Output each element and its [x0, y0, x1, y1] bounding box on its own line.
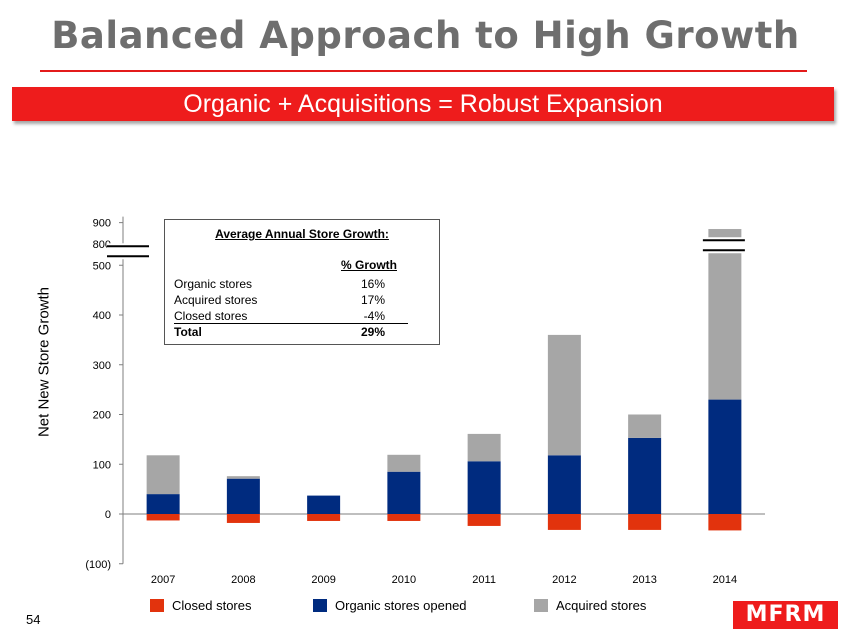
bar-closed-stores — [628, 514, 662, 530]
legend-label: Organic stores opened — [335, 598, 467, 613]
y-tick-label: 100 — [93, 459, 111, 471]
bar-acquired-stores — [708, 229, 742, 400]
x-tick-label: 2012 — [552, 574, 576, 586]
bar-closed-stores — [226, 514, 260, 523]
title-underline — [40, 70, 807, 72]
y-tick-label: 0 — [105, 509, 111, 521]
y-tick-label: 300 — [93, 360, 111, 372]
bar-organic-stores-opened — [467, 461, 501, 514]
x-tick-label: 2008 — [231, 574, 255, 586]
bar-organic-stores-opened — [547, 455, 581, 514]
x-tick-label: 2013 — [632, 574, 656, 586]
bar-acquired-stores — [628, 414, 662, 438]
legend-swatch — [534, 599, 548, 612]
legend-swatch — [313, 599, 327, 612]
info-row-total: Total 29% — [174, 325, 429, 341]
info-row-label: Total — [174, 325, 202, 339]
y-tick-label: 200 — [93, 410, 111, 422]
legend-swatch — [150, 599, 164, 612]
y-tick-label: 900 — [93, 218, 111, 230]
bar-organic-stores-opened — [628, 437, 662, 514]
bar-organic-stores-opened — [146, 494, 180, 514]
bar-organic-stores-opened — [307, 495, 341, 514]
info-row-acquired: Acquired stores 17% — [174, 293, 429, 309]
bar-acquired-stores — [387, 454, 421, 472]
legend-label: Acquired stores — [556, 598, 647, 613]
average-growth-box: Average Annual Store Growth: % Growth Or… — [164, 219, 440, 345]
y-tick-label: 800 — [93, 239, 111, 251]
bar-acquired-stores — [547, 334, 581, 456]
info-box-heading: Average Annual Store Growth: — [215, 227, 389, 241]
bar-organic-stores-opened — [226, 478, 260, 514]
bar-acquired-stores — [226, 476, 260, 479]
info-row-value: 29% — [360, 325, 385, 339]
bar-closed-stores — [547, 514, 581, 530]
bar-closed-stores — [708, 514, 742, 531]
bar-organic-stores-opened — [387, 471, 421, 514]
info-row-closed: Closed stores -4% — [174, 309, 408, 324]
info-row-label: Organic stores — [174, 277, 253, 291]
y-tick-label: 500 — [93, 260, 111, 272]
info-row-label: Acquired stores — [174, 293, 258, 307]
bar-closed-stores — [387, 514, 421, 521]
subtitle-banner: Organic + Acquisitions = Robust Expansio… — [12, 87, 834, 121]
bar-closed-stores — [467, 514, 501, 526]
info-row-value: -4% — [363, 309, 385, 323]
x-tick-label: 2007 — [151, 574, 175, 586]
y-tick-label: 400 — [93, 310, 111, 322]
banner-text: Organic + Acquisitions = Robust Expansio… — [183, 90, 663, 118]
x-tick-label: 2014 — [713, 574, 737, 586]
legend-label: Closed stores — [172, 598, 252, 613]
bar-organic-stores-opened — [708, 399, 742, 514]
info-row-value: 16% — [360, 277, 385, 291]
info-row-value: 17% — [360, 293, 385, 307]
page-number: 54 — [26, 612, 41, 627]
info-row-label: Closed stores — [174, 309, 248, 323]
x-tick-label: 2011 — [472, 574, 496, 586]
mfrm-logo: MFRM — [733, 601, 838, 629]
bar-closed-stores — [307, 514, 341, 521]
bar-acquired-stores — [146, 455, 180, 495]
bar-closed-stores — [146, 514, 180, 521]
x-tick-label: 2010 — [392, 574, 416, 586]
x-tick-label: 2009 — [311, 574, 335, 586]
y-tick-label: (100) — [85, 559, 111, 571]
info-row-organic: Organic stores 16% — [174, 277, 429, 293]
bar-acquired-stores — [467, 433, 501, 462]
info-box-column-header: % Growth — [341, 258, 397, 272]
slide-title: Balanced Approach to High Growth — [51, 14, 800, 57]
